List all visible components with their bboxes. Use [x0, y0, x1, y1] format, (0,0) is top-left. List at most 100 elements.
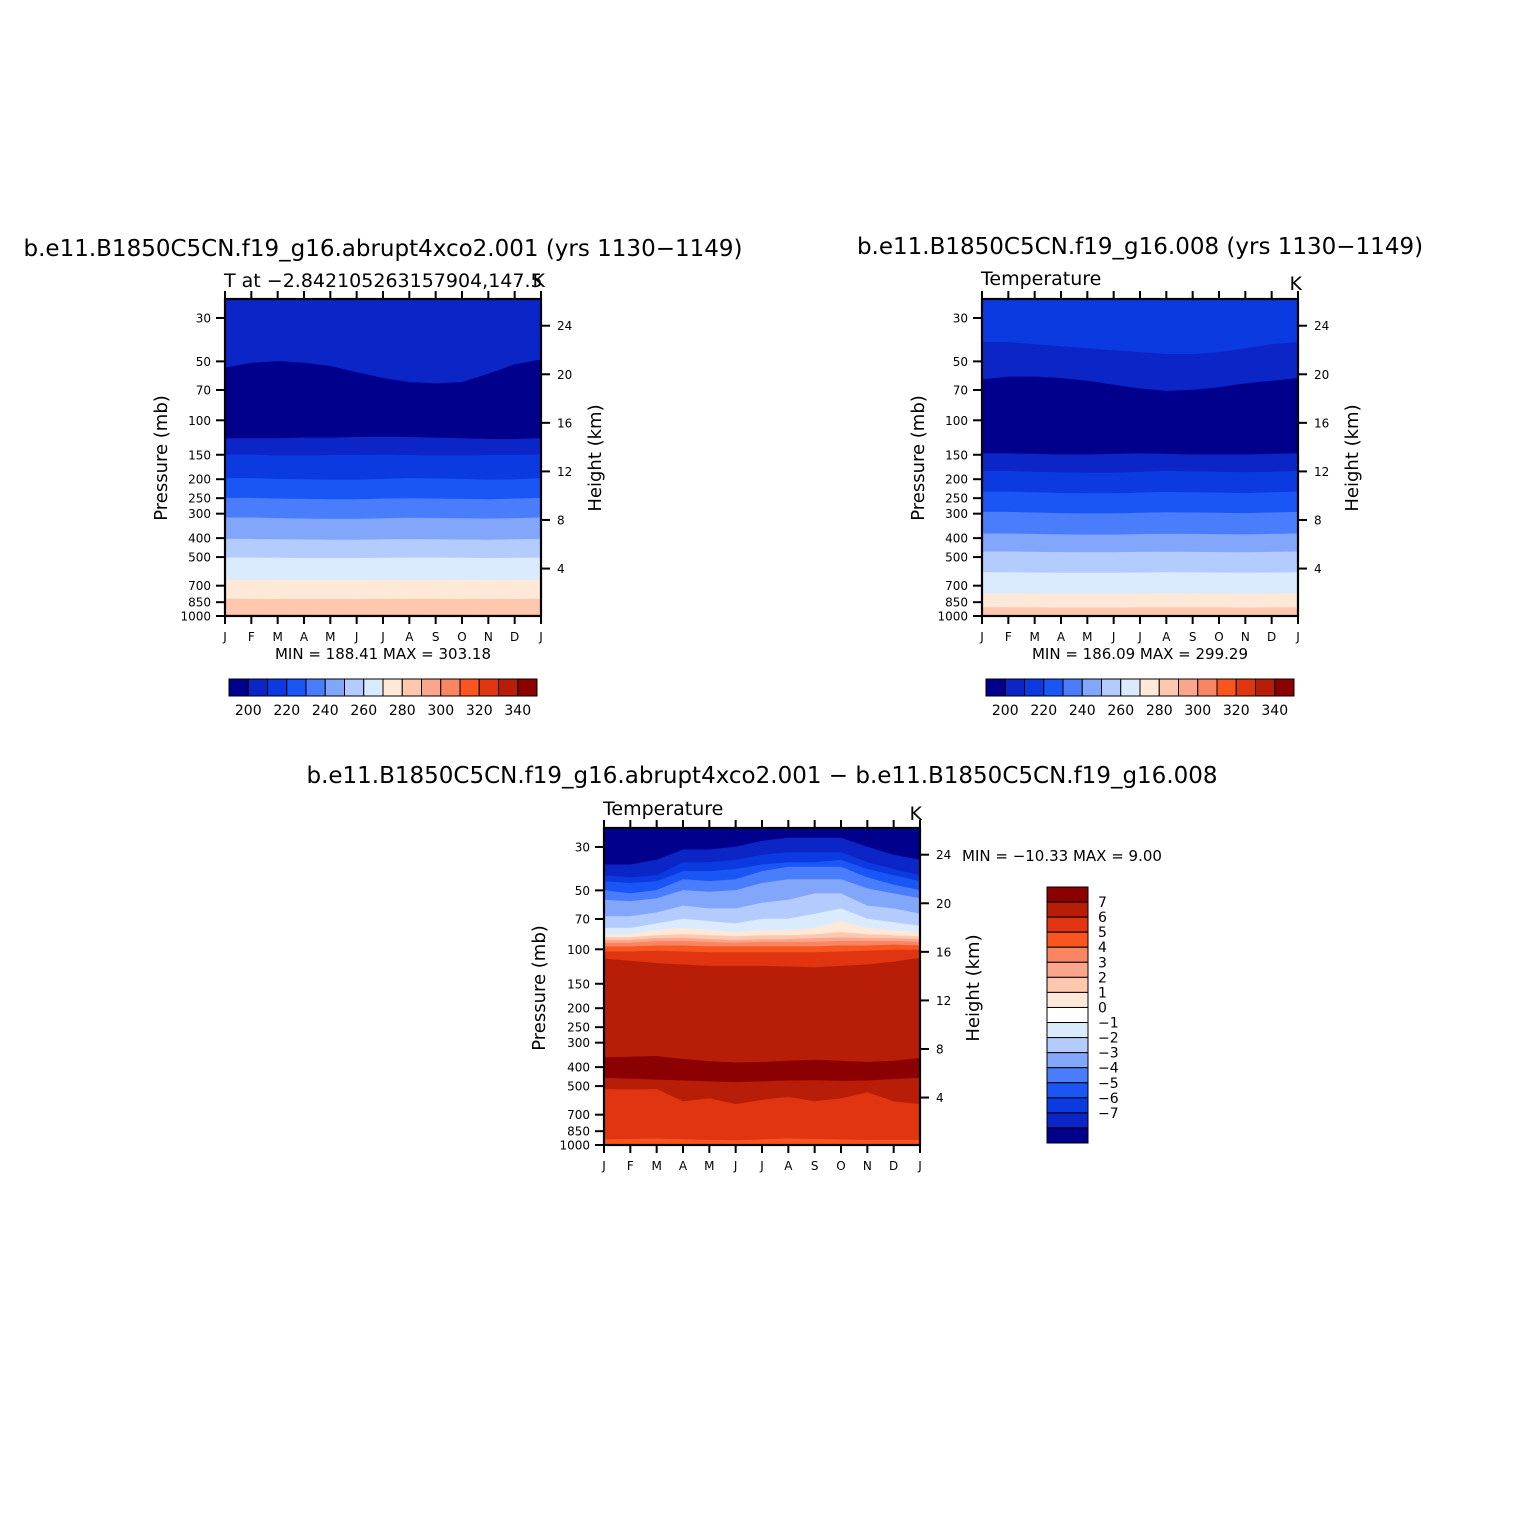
x-tick-label: O [457, 630, 466, 644]
x-tick-label: J [733, 1159, 738, 1173]
x-tick-label: M [272, 630, 282, 644]
y2-tick-label: 8 [1314, 513, 1322, 527]
colorbar-swatch [267, 678, 288, 697]
y2-tick-label: 12 [936, 994, 951, 1008]
x-tick-label: D [889, 1159, 898, 1173]
colorbar-swatch [1046, 946, 1089, 963]
y-tick-label: 150 [945, 448, 968, 462]
y-tick-label: 30 [575, 840, 590, 854]
colorbar-label: −7 [1098, 1106, 1119, 1122]
y-tick-label: 200 [567, 1002, 590, 1016]
y-tick-label: 400 [567, 1061, 590, 1075]
colorbar-label: 5 [1098, 925, 1107, 941]
y-axis-label: Pressure (mb) [529, 925, 550, 1051]
y-tick-label: 700 [188, 579, 211, 593]
colorbar-label: −5 [1098, 1076, 1119, 1092]
panel-title: b.e11.B1850C5CN.f19_g16.abrupt4xco2.001 … [24, 236, 743, 262]
colorbar-label: 240 [312, 703, 339, 719]
contour-band [225, 557, 541, 581]
colorbar-swatch [421, 678, 442, 697]
y2-tick-label: 24 [557, 319, 572, 333]
colorbar-swatch [1046, 1097, 1089, 1114]
left-label: T at −2.842105263157904,147.5 [223, 270, 543, 292]
panel-title: b.e11.B1850C5CN.f19_g16.abrupt4xco2.001 … [306, 763, 1217, 789]
colorbar-swatch [401, 678, 422, 697]
y-tick-label: 100 [945, 414, 968, 428]
colorbar: 200 220 240 260 280 300 320 340 [985, 678, 1295, 719]
y2-axis-label: Height (km) [1342, 404, 1363, 511]
left-label: Temperature [980, 268, 1101, 290]
contour-band [982, 607, 1298, 616]
contour-band [982, 453, 1298, 474]
y-tick-label: 50 [196, 355, 211, 369]
min-max-stats: MIN = 188.41 MAX = 303.18 [275, 645, 491, 663]
y-tick-label: 250 [945, 492, 968, 506]
x-tick-label: A [1162, 630, 1171, 644]
colorbar-swatch [1046, 1127, 1089, 1144]
colorbar-swatch [1046, 1112, 1089, 1129]
colorbar-label: 300 [1184, 703, 1211, 719]
colorbar-label: 220 [273, 703, 300, 719]
y-axis-label: Pressure (mb) [908, 395, 929, 521]
y-tick-label: 700 [567, 1108, 590, 1122]
y2-axis-label: Height (km) [963, 934, 984, 1041]
panel-control: b.e11.B1850C5CN.f19_g16.008 (yrs 1130−11… [857, 234, 1423, 719]
y-tick-label: 500 [945, 551, 968, 565]
y-tick-label: 100 [567, 943, 590, 957]
contour-band [604, 957, 920, 1064]
y-axis-label: Pressure (mb) [151, 395, 172, 521]
contour-band [225, 436, 541, 457]
y2-tick-label: 8 [557, 513, 565, 527]
y-tick-label: 70 [196, 383, 211, 397]
y-tick-label: 400 [945, 532, 968, 546]
y2-tick-label: 20 [1314, 368, 1329, 382]
colorbar-swatch [363, 678, 384, 697]
contour-bands [604, 828, 920, 1145]
y-tick-label: 250 [567, 1021, 590, 1035]
y-tick-label: 500 [567, 1080, 590, 1094]
colorbar-swatch [382, 678, 403, 697]
contour-band [982, 593, 1298, 609]
contour-band [225, 497, 541, 520]
min-max-stats: MIN = −10.33 MAX = 9.00 [962, 847, 1162, 865]
y2-tick-label: 4 [936, 1091, 944, 1105]
colorbar-swatch [1046, 1006, 1089, 1024]
contour-band [982, 572, 1298, 595]
x-tick-label: O [1214, 630, 1223, 644]
colorbar-label: 6 [1098, 910, 1107, 926]
left-label: Temperature [602, 798, 723, 820]
colorbar-swatch [324, 678, 345, 697]
contour-band [982, 533, 1298, 553]
y-tick-label: 200 [188, 473, 211, 487]
x-tick-label: S [1189, 630, 1197, 644]
colorbar-label: 280 [1146, 703, 1173, 719]
colorbar-label: 260 [1107, 703, 1134, 719]
contour-band [225, 454, 541, 481]
colorbar-swatch [1046, 931, 1089, 948]
contour-band [982, 551, 1298, 574]
contour-bands [982, 299, 1298, 616]
contour-band [604, 1138, 920, 1145]
colorbar-swatch [1235, 678, 1256, 697]
panel-title: b.e11.B1850C5CN.f19_g16.008 (yrs 1130−11… [857, 234, 1423, 260]
y-tick-label: 50 [575, 884, 590, 898]
colorbar-swatch [1046, 961, 1089, 978]
y-tick-label: 300 [945, 507, 968, 521]
colorbar-swatch [1043, 678, 1064, 697]
colorbar-label: 4 [1098, 940, 1107, 956]
colorbar-label: 200 [992, 703, 1019, 719]
y2-tick-label: 20 [557, 368, 572, 382]
x-tick-label: J [538, 630, 543, 644]
x-tick-label: O [836, 1159, 845, 1173]
y-tick-label: 1000 [937, 610, 968, 624]
x-tick-label: J [1111, 630, 1116, 644]
colorbar-swatch [1024, 678, 1045, 697]
y-tick-label: 30 [196, 311, 211, 325]
x-tick-label: S [811, 1159, 819, 1173]
x-tick-label: A [679, 1159, 688, 1173]
y-tick-label: 50 [953, 355, 968, 369]
y-tick-label: 30 [953, 311, 968, 325]
colorbar-label: 340 [1261, 703, 1288, 719]
